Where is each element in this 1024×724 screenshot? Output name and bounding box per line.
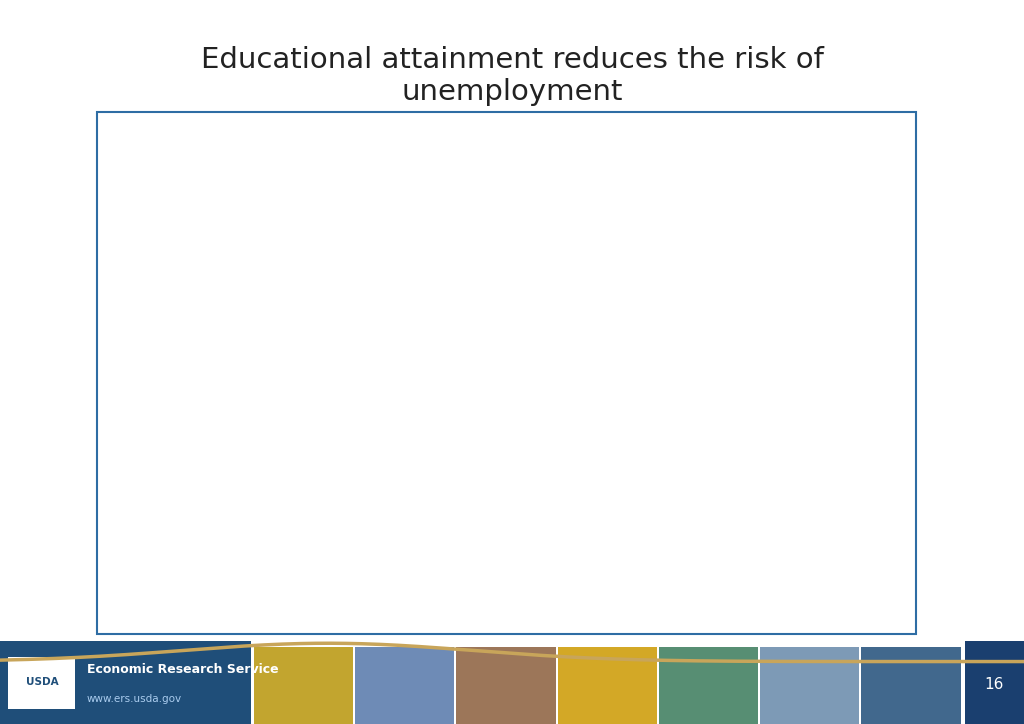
Bar — [558, 647, 656, 724]
Text: High school graduate
(includes equivalency): High school graduate (includes equivalen… — [738, 263, 866, 285]
Bar — [8, 657, 75, 709]
Bar — [760, 647, 859, 724]
Bar — [254, 647, 353, 724]
Text: USDA: USDA — [26, 678, 58, 687]
Text: Bachelor's degree: Bachelor's degree — [738, 493, 841, 503]
Bar — [861, 647, 961, 724]
Text: www.ers.usda.gov: www.ers.usda.gov — [87, 694, 182, 704]
Text: Associate's degree: Associate's degree — [738, 418, 845, 429]
Text: 16: 16 — [985, 676, 1004, 691]
Bar — [457, 647, 556, 724]
Bar — [0, 641, 251, 724]
Text: Educational attainment reduces the risk of
unemployment: Educational attainment reduces the risk … — [201, 46, 823, 106]
Text: Percent: Percent — [109, 158, 159, 171]
Text: Unemployment rates for rural adults 25 and older by educational
attainment, 2007: Unemployment rates for rural adults 25 a… — [108, 123, 565, 153]
Text: Less than a high
school diploma: Less than a high school diploma — [738, 188, 831, 211]
Text: Some college: Some college — [738, 344, 815, 354]
Bar — [658, 647, 758, 724]
Bar — [355, 647, 455, 724]
Text: Economic Research Service: Economic Research Service — [87, 663, 279, 676]
Text: Graduate/professional
degree: Graduate/professional degree — [738, 562, 864, 584]
Bar — [965, 641, 1024, 724]
Bar — [238, 179, 350, 594]
Text: Recession: Recession — [259, 190, 326, 203]
